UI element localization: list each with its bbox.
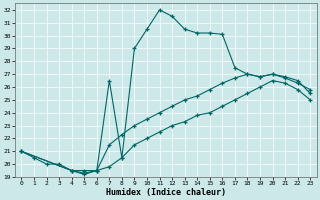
X-axis label: Humidex (Indice chaleur): Humidex (Indice chaleur) bbox=[106, 188, 226, 197]
